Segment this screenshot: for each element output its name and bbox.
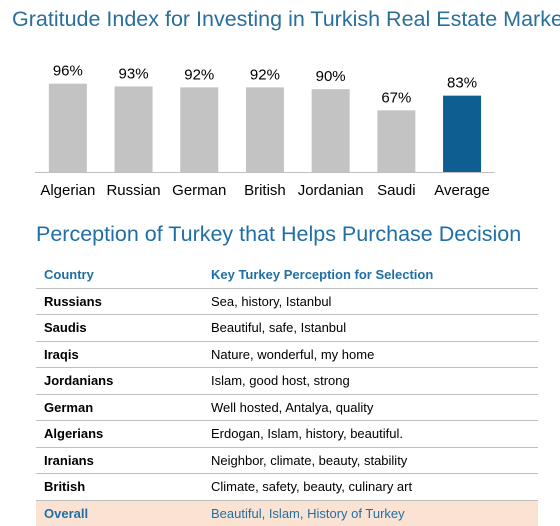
perception-table: Country Key Turkey Perception for Select… [36,262,538,526]
perception-cell: Islam, good host, strong [203,367,538,395]
country-cell: German [36,394,203,421]
x-tick-label: Average [434,182,490,199]
bar-chart: 96% Algerian 93% Russian 92% German 92% British… [35,63,495,199]
country-cell: Iranians [36,447,203,474]
chart-title: Gratitude Index for Investing in Turkish… [12,7,560,31]
x-tick-label: Saudi [377,182,415,199]
country-cell: Russians [36,288,203,315]
header-perception: Key Turkey Perception for Selection [203,262,538,289]
bar-average [443,95,482,172]
perception-cell: Erdogan, Islam, history, beautiful. [203,420,538,448]
x-tick-label: German [172,182,226,199]
x-tick-label: Jordanian [298,182,364,199]
perception-cell: Neighbor, climate, beauty, stability [203,447,538,474]
bar-british [245,87,284,172]
perception-cell: Sea, history, Istanbul [203,288,538,315]
country-cell: Jordanians [36,367,203,395]
table-row: British Climate, safety, beauty, culinar… [36,473,538,501]
perception-cell: Climate, safety, beauty, culinary art [203,473,538,501]
data-label: 90% [316,68,346,85]
country-cell: Saudis [36,314,203,342]
table-row: Iranians Neighbor, climate, beauty, stab… [36,447,538,474]
perception-cell: Beautiful, safe, Istanbul [203,314,538,342]
bar-algerian [48,83,87,172]
perception-cell: Nature, wonderful, my home [203,341,538,368]
table-row: Jordanians Islam, good host, strong [36,367,538,395]
country-cell: Iraqis [36,341,203,368]
table-row: Saudis Beautiful, safe, Istanbul [36,314,538,342]
perception-cell: Well hosted, Antalya, quality [203,394,538,421]
bar-russian [114,86,153,172]
bar-saudi [377,110,416,172]
country-cell: Algerians [36,420,203,448]
overall-row: Overall Beautiful, Islam, History of Tur… [36,500,538,526]
data-label: 92% [184,66,214,83]
header-country: Country [36,262,203,289]
data-label: 83% [447,75,477,92]
overall-perception: Beautiful, Islam, History of Turkey [203,500,538,526]
table-row: Iraqis Nature, wonderful, my home [36,341,538,368]
data-label: 92% [250,66,280,83]
overall-label: Overall [36,500,203,526]
table-title: Perception of Turkey that Helps Purchase… [36,222,522,246]
data-label: 67% [381,89,411,106]
bar-german [180,87,219,172]
table-row: Russians Sea, history, Istanbul [36,288,538,315]
table-header-row: Country Key Turkey Perception for Select… [36,262,538,289]
x-tick-label: Russian [106,182,160,199]
table-row: German Well hosted, Antalya, quality [36,394,538,421]
x-tick-label: Algerian [40,182,95,199]
x-tick-label: British [244,182,286,199]
data-label: 96% [53,63,83,80]
table-row: Algerians Erdogan, Islam, history, beaut… [36,420,538,448]
bar-jordanian [311,89,350,172]
data-label: 93% [119,65,149,82]
country-cell: British [36,473,203,501]
